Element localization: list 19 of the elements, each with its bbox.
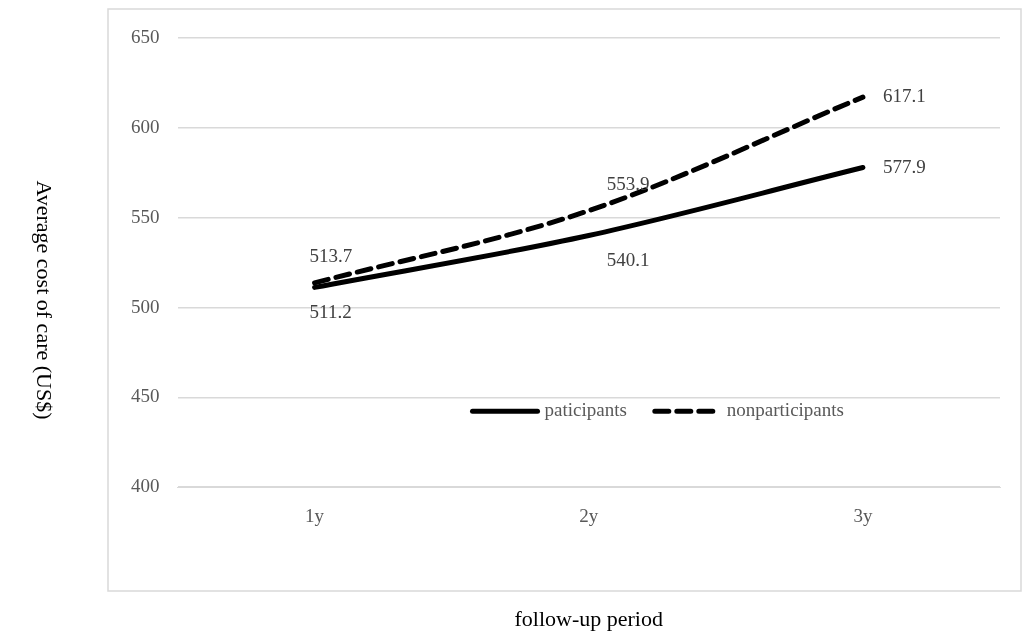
- legend-label: paticipants: [544, 399, 627, 421]
- y-tick-label: 500: [131, 295, 160, 317]
- data-label: 511.2: [309, 301, 352, 323]
- x-tick-label: 2y: [579, 504, 599, 526]
- y-tick-label: 450: [131, 385, 160, 407]
- x-tick-label: 1y: [305, 504, 325, 526]
- y-axis-title: Average cost of care (US$): [32, 180, 58, 420]
- y-tick-label: 650: [131, 25, 160, 47]
- y-tick-label: 600: [131, 115, 160, 137]
- data-label: 513.7: [309, 244, 353, 266]
- data-label: 540.1: [606, 249, 650, 271]
- y-tick-label: 550: [131, 205, 160, 227]
- y-tick-label: 400: [131, 475, 160, 497]
- x-tick-label: 3y: [853, 504, 873, 526]
- data-label: 617.1: [882, 85, 926, 107]
- data-label: 577.9: [882, 155, 926, 177]
- x-axis-title: follow-up period: [514, 605, 663, 631]
- data-label: 553.9: [606, 172, 650, 194]
- legend-label: nonparticipants: [726, 399, 844, 421]
